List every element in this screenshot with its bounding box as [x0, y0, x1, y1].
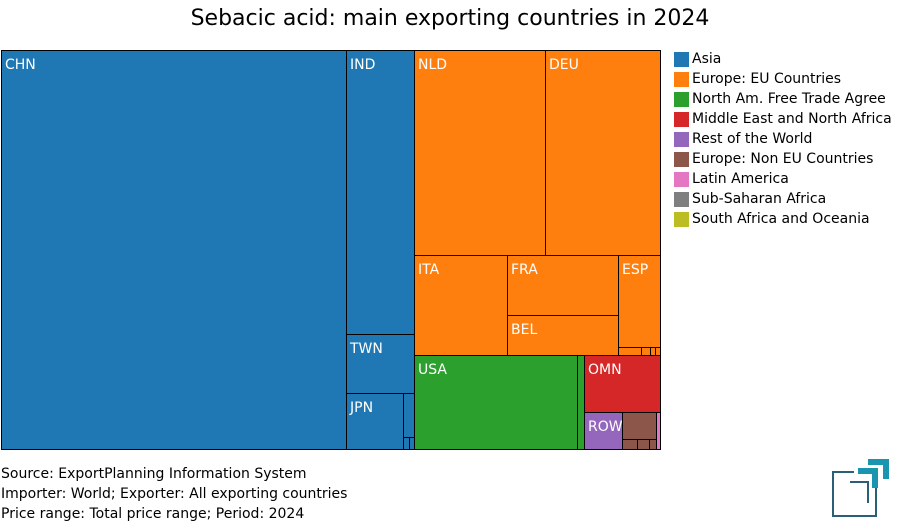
legend-item: Sub-Saharan Africa — [674, 191, 826, 207]
tile-label: ROW — [588, 419, 623, 435]
source-text: Source: ExportPlanning Information Syste… — [1, 466, 307, 482]
tile-small — [409, 437, 415, 450]
importer-text: Importer: World; Exporter: All exporting… — [1, 486, 348, 502]
tile-ita — [414, 255, 508, 356]
legend-label: Sub-Saharan Africa — [692, 191, 827, 207]
legend-item: Latin America — [674, 171, 789, 187]
legend-item: North Am. Free Trade Agree — [674, 91, 886, 107]
legend-item: Rest of the World — [674, 131, 812, 147]
tile-small — [649, 439, 657, 450]
tile-label: USA — [418, 362, 447, 378]
tile-label: DEU — [549, 57, 579, 73]
legend-label: Asia — [692, 51, 722, 67]
legend-swatch — [674, 211, 689, 227]
legend-label: Europe: EU Countries — [692, 71, 842, 87]
price-text: Price range: Total price range; Period: … — [1, 506, 305, 522]
tile-label: ESP — [622, 262, 648, 278]
legend-item: Europe: EU Countries — [674, 71, 841, 87]
tile-small — [655, 347, 661, 356]
tile-nld — [414, 50, 546, 256]
legend-label: Europe: Non EU Countries — [692, 151, 874, 167]
tile-small — [641, 347, 651, 356]
tile-label: TWN — [349, 341, 383, 357]
tile-deu — [545, 50, 661, 256]
tile-label: NLD — [418, 57, 447, 73]
tile-chn — [1, 50, 347, 450]
tile-label: BEL — [511, 322, 537, 338]
tile-small — [577, 355, 585, 450]
tile-label: ITA — [418, 262, 440, 278]
legend-item: Middle East and North Africa — [674, 111, 892, 127]
legend-item: Europe: Non EU Countries — [674, 151, 873, 167]
legend-swatch — [674, 111, 689, 127]
legend-item: Asia — [674, 51, 721, 67]
tile-usa — [414, 355, 578, 450]
tile-omn — [584, 355, 661, 413]
legend-label: Middle East and North Africa — [692, 111, 892, 127]
legend-item: South Africa and Oceania — [674, 211, 870, 227]
tile-small — [622, 412, 657, 440]
legend-swatch — [674, 91, 689, 107]
exportplanning-logo-icon — [832, 459, 889, 517]
tile-label: FRA — [511, 262, 538, 278]
tile-small — [618, 347, 642, 356]
legend-swatch — [674, 171, 689, 187]
tile-ind — [346, 50, 415, 335]
legend-swatch — [674, 71, 689, 87]
tile-small — [637, 439, 650, 450]
tile-label: OMN — [588, 362, 622, 378]
legend-swatch — [674, 151, 689, 167]
tile-small — [403, 393, 415, 438]
legend-swatch — [674, 191, 689, 207]
legend-label: Latin America — [692, 171, 789, 187]
tile-fra — [507, 255, 619, 316]
tile-esp — [618, 255, 661, 348]
tile-small — [622, 439, 638, 450]
tile-small — [656, 412, 661, 450]
tile-label: IND — [350, 57, 375, 73]
tile-label: JPN — [349, 400, 373, 416]
legend-label: Rest of the World — [692, 131, 813, 147]
legend-swatch — [674, 131, 689, 147]
legend-swatch — [674, 51, 689, 67]
tile-small — [403, 437, 410, 450]
chart-title: Sebacic acid: main exporting countries i… — [190, 6, 710, 31]
tile-small — [650, 347, 656, 356]
tile-label: CHN — [5, 57, 36, 73]
legend-label: South Africa and Oceania — [692, 211, 870, 227]
legend-label: North Am. Free Trade Agree — [692, 91, 886, 107]
tile-twn — [346, 334, 415, 394]
